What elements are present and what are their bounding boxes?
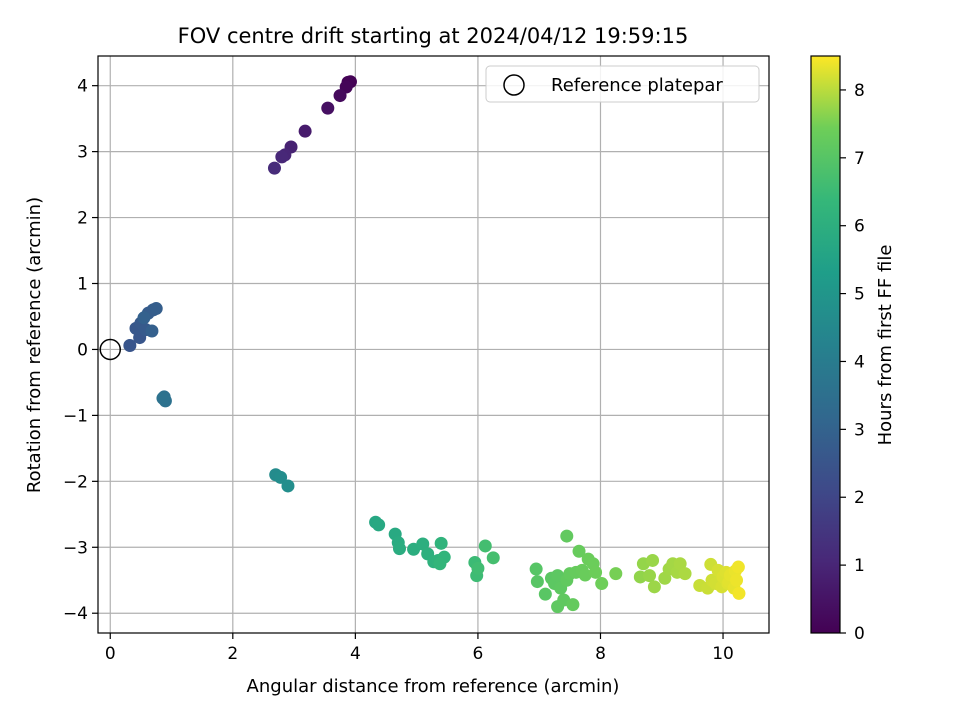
data-point bbox=[732, 586, 746, 600]
data-point bbox=[678, 567, 692, 581]
y-tick-label: −4 bbox=[63, 604, 88, 624]
y-tick-label: −1 bbox=[63, 406, 88, 426]
data-point bbox=[578, 568, 592, 582]
data-point bbox=[646, 553, 660, 567]
y-tick-label: 1 bbox=[77, 275, 88, 295]
data-point bbox=[267, 161, 281, 175]
data-point bbox=[433, 557, 447, 571]
colorbar-tick-label: 2 bbox=[854, 488, 865, 508]
data-point bbox=[123, 338, 137, 352]
legend-box bbox=[485, 65, 760, 103]
y-tick-label: 4 bbox=[77, 77, 88, 97]
data-point bbox=[145, 324, 159, 338]
data-point bbox=[609, 567, 623, 581]
legend: Reference platepar bbox=[485, 65, 760, 103]
y-tick-label: −3 bbox=[63, 538, 88, 558]
data-point bbox=[560, 529, 574, 543]
data-point bbox=[392, 542, 406, 556]
data-point bbox=[372, 518, 386, 532]
colorbar-label: Hours from first FF file bbox=[875, 245, 896, 446]
data-point bbox=[281, 479, 295, 493]
x-tick-label: 6 bbox=[473, 644, 484, 664]
data-point bbox=[538, 587, 552, 601]
data-point bbox=[647, 580, 661, 594]
data-point bbox=[566, 598, 580, 612]
colorbar bbox=[810, 55, 841, 634]
data-point bbox=[416, 537, 430, 551]
y-axis-ticks: −4 −3 −2 −1 0 1 2 3 4 bbox=[63, 77, 98, 624]
data-point bbox=[149, 302, 163, 316]
colorbar-tick-label: 0 bbox=[854, 624, 865, 644]
y-tick-label: −2 bbox=[63, 472, 88, 492]
data-point bbox=[333, 89, 347, 103]
y-axis-label: Rotation from reference (arcmin) bbox=[24, 197, 45, 493]
reference-platepar-marker bbox=[99, 338, 122, 361]
data-point bbox=[471, 561, 485, 575]
x-tick-label: 0 bbox=[105, 644, 116, 664]
colorbar-tick-label: 4 bbox=[854, 352, 865, 372]
data-point bbox=[137, 311, 151, 325]
x-tick-label: 4 bbox=[350, 644, 361, 664]
y-tick-label: 2 bbox=[77, 209, 88, 229]
y-tick-label: 3 bbox=[77, 143, 88, 163]
plot-frame bbox=[97, 55, 770, 634]
legend-entry-label: Reference platepar bbox=[551, 75, 723, 96]
data-point bbox=[478, 539, 492, 553]
data-point bbox=[589, 565, 603, 579]
data-point bbox=[321, 101, 335, 115]
data-point bbox=[673, 557, 687, 571]
x-tick-label: 2 bbox=[227, 644, 238, 664]
colorbar-tick-label: 1 bbox=[854, 556, 865, 576]
colorbar-ticks: 0 1 2 3 4 5 6 7 8 bbox=[840, 81, 865, 644]
data-point bbox=[486, 551, 500, 565]
data-point bbox=[730, 573, 744, 587]
scatter-points bbox=[123, 75, 746, 614]
data-point bbox=[434, 536, 448, 550]
data-point bbox=[572, 544, 586, 558]
x-axis-ticks: 0 2 4 6 8 10 bbox=[105, 633, 734, 664]
data-point bbox=[530, 575, 544, 589]
data-point bbox=[595, 577, 609, 591]
colorbar-tick-label: 8 bbox=[854, 81, 865, 101]
data-point bbox=[156, 391, 170, 405]
x-axis-label: Angular distance from reference (arcmin) bbox=[247, 676, 620, 697]
x-tick-label: 8 bbox=[595, 644, 606, 664]
grid-lines bbox=[98, 56, 769, 633]
data-point bbox=[731, 560, 745, 574]
legend-reference-marker bbox=[503, 74, 525, 96]
colorbar-tick-label: 7 bbox=[854, 149, 865, 169]
colorbar-tick-label: 5 bbox=[854, 285, 865, 305]
data-point bbox=[529, 562, 543, 576]
data-point bbox=[643, 569, 657, 583]
data-point bbox=[275, 150, 289, 164]
data-point bbox=[298, 124, 312, 138]
colorbar-tick-label: 3 bbox=[854, 420, 865, 440]
x-tick-label: 10 bbox=[712, 644, 734, 664]
y-tick-label: 0 bbox=[77, 340, 88, 360]
chart-title: FOV centre drift starting at 2024/04/12 … bbox=[178, 24, 689, 48]
colorbar-tick-label: 6 bbox=[854, 217, 865, 237]
data-point bbox=[274, 470, 288, 484]
